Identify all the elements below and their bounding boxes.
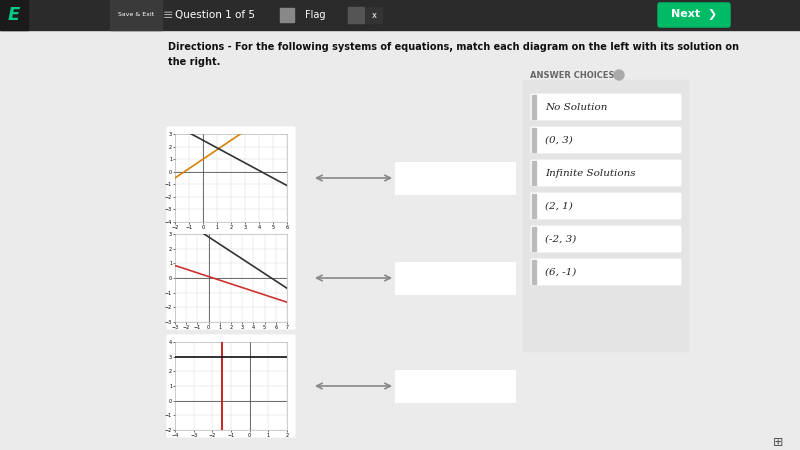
Text: (-2, 3): (-2, 3) xyxy=(545,234,576,243)
FancyBboxPatch shape xyxy=(523,80,689,352)
Bar xyxy=(0,0,28,30)
Bar xyxy=(532,161,535,185)
Text: Flag: Flag xyxy=(305,10,326,20)
Bar xyxy=(395,262,515,294)
Text: (0, 3): (0, 3) xyxy=(545,135,573,144)
Text: E: E xyxy=(8,6,20,24)
Bar xyxy=(0,0,800,30)
Circle shape xyxy=(614,70,624,80)
FancyBboxPatch shape xyxy=(531,259,681,285)
Text: Infinite Solutions: Infinite Solutions xyxy=(545,168,636,177)
Bar xyxy=(395,162,515,194)
FancyBboxPatch shape xyxy=(167,127,295,229)
Bar xyxy=(110,0,162,30)
FancyBboxPatch shape xyxy=(531,94,681,120)
Text: x: x xyxy=(371,10,377,19)
FancyBboxPatch shape xyxy=(658,3,730,27)
Text: Save & Exit: Save & Exit xyxy=(118,13,154,18)
Bar xyxy=(532,260,535,284)
Text: ⊞: ⊞ xyxy=(773,436,783,449)
Text: Next  ❯: Next ❯ xyxy=(671,9,717,21)
Bar xyxy=(532,95,535,119)
FancyBboxPatch shape xyxy=(167,227,295,329)
FancyBboxPatch shape xyxy=(167,335,295,437)
FancyBboxPatch shape xyxy=(531,160,681,186)
Bar xyxy=(348,7,364,23)
Bar xyxy=(395,370,515,402)
FancyBboxPatch shape xyxy=(531,127,681,153)
Text: ≡: ≡ xyxy=(162,9,174,22)
Bar xyxy=(532,128,535,152)
FancyBboxPatch shape xyxy=(531,226,681,252)
Bar xyxy=(280,8,294,22)
FancyBboxPatch shape xyxy=(531,193,681,219)
Text: Directions - For the following systems of equations, match each diagram on the l: Directions - For the following systems o… xyxy=(168,42,739,52)
Text: (2, 1): (2, 1) xyxy=(545,202,573,211)
Text: No Solution: No Solution xyxy=(545,103,607,112)
Text: the right.: the right. xyxy=(168,57,220,67)
Text: ANSWER CHOICES: ANSWER CHOICES xyxy=(530,71,614,80)
Text: (6, -1): (6, -1) xyxy=(545,267,576,276)
Text: Question 1 of 5: Question 1 of 5 xyxy=(175,10,255,20)
Bar xyxy=(532,227,535,251)
Bar xyxy=(532,194,535,218)
Bar xyxy=(366,7,382,23)
